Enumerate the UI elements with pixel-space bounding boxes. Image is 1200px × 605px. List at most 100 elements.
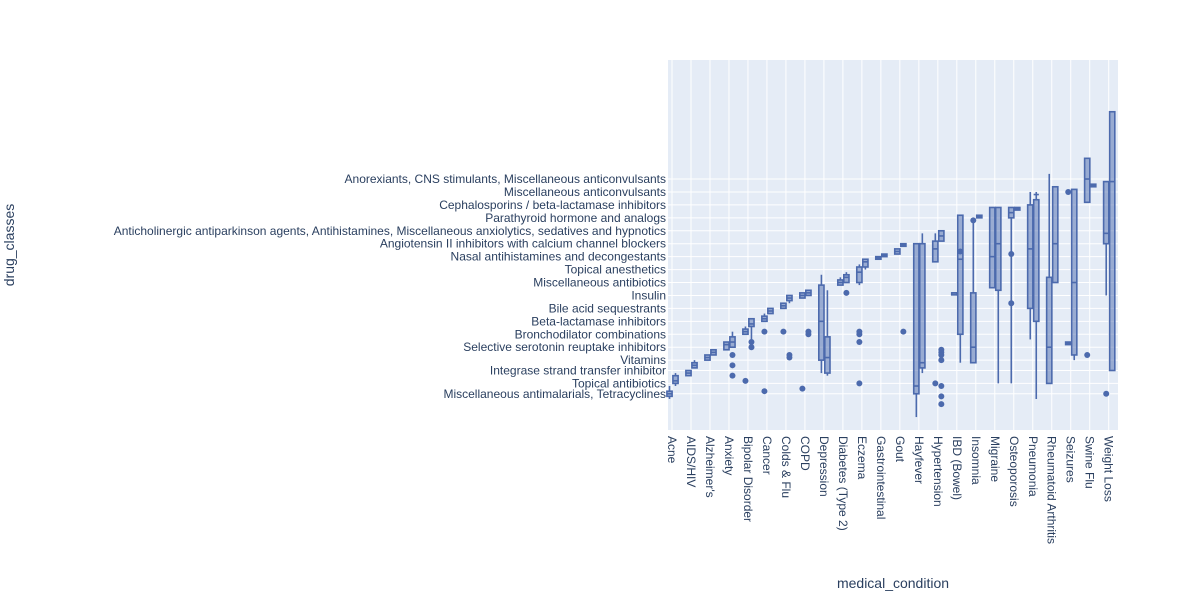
box-trace: [742, 326, 749, 384]
x-tick-label: COPD: [798, 436, 812, 471]
box-trace: [1045, 173, 1053, 385]
outlier-point: [900, 328, 907, 335]
x-tick-label: Depression: [817, 436, 831, 497]
box-trace: [1108, 110, 1116, 372]
y-tick-label: Miscellaneous antimalarials, Tetracyclin…: [443, 387, 666, 401]
y-tick-label: Selective serotonin reuptake inhibitors: [463, 340, 666, 354]
box-iqr: [931, 240, 939, 263]
box-trace: [975, 214, 983, 219]
box-iqr: [918, 242, 926, 369]
box-trace: [988, 206, 996, 289]
box-iqr: [672, 374, 679, 385]
box-iqr: [861, 258, 869, 268]
x-tick-label: Osteoporosis: [1007, 436, 1021, 507]
box-iqr: [1032, 198, 1040, 323]
box-iqr: [1051, 185, 1059, 284]
box-iqr: [994, 206, 1002, 292]
outlier-point: [805, 328, 812, 335]
box-iqr: [956, 214, 964, 336]
box-trace: [672, 373, 679, 387]
x-tick-label: Hayfever: [912, 436, 926, 484]
box-iqr: [1102, 180, 1110, 245]
y-tick-label: Bronchodilator combinations: [515, 327, 666, 341]
y-tick-label: Vitamins: [620, 353, 666, 367]
y-tick-label: Cephalosporins / beta-lactamase inhibito…: [439, 198, 666, 212]
outlier-point: [748, 344, 755, 351]
y-tick-label: Nasal antihistamines and decongestants: [451, 250, 666, 264]
box-trace: [931, 233, 939, 387]
outlier-point: [729, 372, 736, 379]
outlier-point: [938, 393, 945, 400]
x-tick-label: Seizures: [1064, 436, 1078, 483]
x-tick-label: Alzheimer's: [703, 436, 717, 498]
outlier-point: [932, 380, 939, 387]
y-axis-title: drug_classes: [1, 204, 17, 287]
box-trace: [767, 307, 774, 315]
box-trace: [805, 289, 812, 338]
y-tick-label: Insulin: [631, 288, 666, 302]
box-trace: [786, 294, 793, 361]
x-tick-label: Anxiety: [722, 436, 736, 475]
box-trace: [1089, 183, 1097, 188]
box-iqr: [912, 242, 920, 395]
x-tick-label: Colds & Flu: [779, 436, 793, 498]
x-tick-label: Insomnia: [969, 436, 983, 485]
box-trace: [912, 242, 920, 418]
box-trace: [1083, 157, 1091, 358]
box-trace: [893, 248, 901, 255]
box-trace: [950, 292, 958, 296]
x-tick-label: Bipolar Disorder: [741, 436, 755, 522]
box-iqr: [823, 336, 831, 374]
x-tick-label: Migraine: [988, 436, 1002, 482]
box-trace: [956, 214, 964, 363]
x-tick-label: Weight Loss: [1102, 436, 1116, 502]
outlier-point: [938, 357, 945, 364]
y-tick-label: Miscellaneous anticonvulsants: [504, 185, 666, 199]
box-trace: [823, 290, 831, 376]
box-traces: [666, 110, 1116, 418]
box-trace: [710, 348, 717, 356]
box-trace: [691, 360, 698, 369]
outlier-point: [729, 362, 736, 369]
x-tick-label: Rheumatoid Arthritis: [1045, 436, 1059, 544]
x-axis-ticks: Acne AIDS/HIV Alzheimer's Anxiety Bipolar Di…: [665, 436, 1116, 544]
box-trace: [666, 386, 673, 399]
box-trace: [780, 302, 787, 335]
x-tick-label: Gastrointestinal: [874, 436, 888, 519]
box-iqr: [969, 292, 977, 364]
box-trace: [969, 217, 977, 364]
y-tick-label: Anorexiants, CNS stimulants, Miscellaneo…: [345, 172, 666, 186]
box-trace: [729, 331, 736, 379]
box-trace: [685, 369, 692, 377]
box-trace: [1026, 191, 1034, 340]
outlier-point: [843, 289, 850, 296]
box-trace: [1032, 191, 1040, 399]
box-trace: [1102, 180, 1110, 397]
outlier-point: [1065, 188, 1072, 195]
box-iqr: [748, 317, 755, 328]
x-tick-label: Pneumonia: [1026, 436, 1040, 497]
box-iqr: [1026, 204, 1034, 310]
x-tick-label: Cancer: [760, 436, 774, 475]
x-tick-label: Acne: [665, 436, 679, 464]
box-trace: [723, 341, 730, 351]
box-trace: [937, 229, 945, 408]
box-trace: [748, 317, 755, 351]
x-tick-label: Diabetes (Type 2): [836, 436, 850, 531]
y-tick-label: Bile acid sequestrants: [549, 301, 666, 315]
box-trace: [1013, 206, 1021, 211]
box-trace: [874, 255, 882, 261]
box-trace: [899, 242, 907, 335]
box-trace: [855, 264, 863, 387]
box-trace: [761, 313, 768, 395]
box-trace: [1070, 188, 1078, 361]
box-iqr: [988, 206, 996, 289]
outlier-point: [761, 328, 768, 335]
x-tick-label: IBD (Bowel): [950, 436, 964, 500]
outlier-point: [761, 388, 768, 395]
box-trace: [704, 354, 711, 361]
x-tick-label: AIDS/HIV: [684, 436, 698, 487]
y-tick-label: Angiotensin II inhibitors with calcium c…: [380, 237, 666, 251]
